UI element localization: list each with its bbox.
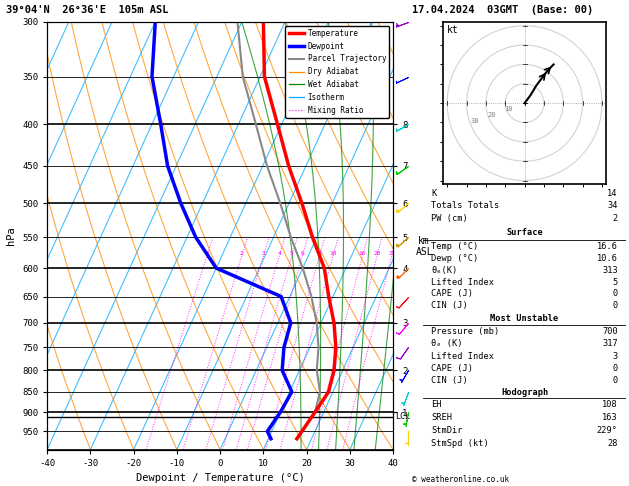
Text: Most Unstable: Most Unstable: [491, 314, 559, 323]
Text: 5: 5: [290, 251, 294, 256]
Text: 16: 16: [359, 251, 366, 256]
Text: CAPE (J): CAPE (J): [431, 364, 474, 373]
Text: StmSpd (kt): StmSpd (kt): [431, 439, 489, 448]
Text: K: K: [431, 189, 437, 198]
Text: 20: 20: [487, 112, 496, 118]
Text: SREH: SREH: [431, 413, 452, 422]
Text: 0: 0: [613, 290, 618, 298]
Y-axis label: hPa: hPa: [6, 226, 16, 245]
Text: θₑ (K): θₑ (K): [431, 339, 463, 348]
Legend: Temperature, Dewpoint, Parcel Trajectory, Dry Adiabat, Wet Adiabat, Isotherm, Mi: Temperature, Dewpoint, Parcel Trajectory…: [286, 26, 389, 118]
Text: © weatheronline.co.uk: © weatheronline.co.uk: [412, 474, 509, 484]
Text: 3: 3: [613, 352, 618, 361]
Text: 10: 10: [329, 251, 337, 256]
Text: StmDir: StmDir: [431, 426, 463, 435]
Text: Dewp (°C): Dewp (°C): [431, 254, 479, 262]
Text: Surface: Surface: [506, 228, 543, 237]
Text: 6: 6: [301, 251, 304, 256]
Text: Totals Totals: Totals Totals: [431, 201, 499, 210]
Text: 5: 5: [613, 278, 618, 287]
Text: 14: 14: [607, 189, 618, 198]
Text: PW (cm): PW (cm): [431, 213, 468, 223]
Text: θₑ(K): θₑ(K): [431, 265, 458, 275]
Text: 3: 3: [262, 251, 265, 256]
Text: 20: 20: [373, 251, 381, 256]
Text: Pressure (mb): Pressure (mb): [431, 327, 499, 336]
Text: 317: 317: [602, 339, 618, 348]
Text: 28: 28: [607, 439, 618, 448]
Text: 229°: 229°: [597, 426, 618, 435]
Text: 16.6: 16.6: [597, 242, 618, 251]
Text: 2: 2: [240, 251, 243, 256]
Text: 0: 0: [613, 301, 618, 311]
Text: 108: 108: [602, 400, 618, 409]
Text: 700: 700: [602, 327, 618, 336]
Text: Lifted Index: Lifted Index: [431, 278, 494, 287]
Text: 1: 1: [205, 251, 209, 256]
Text: 0: 0: [613, 364, 618, 373]
Text: 313: 313: [602, 265, 618, 275]
Text: 25: 25: [388, 251, 396, 256]
Text: Lifted Index: Lifted Index: [431, 352, 494, 361]
Text: CIN (J): CIN (J): [431, 376, 468, 385]
Text: 39°04'N  26°36'E  105m ASL: 39°04'N 26°36'E 105m ASL: [6, 5, 169, 15]
Text: 34: 34: [607, 201, 618, 210]
Text: Temp (°C): Temp (°C): [431, 242, 479, 251]
X-axis label: Dewpoint / Temperature (°C): Dewpoint / Temperature (°C): [136, 473, 304, 483]
Y-axis label: km
ASL: km ASL: [415, 236, 433, 257]
Text: LCL: LCL: [395, 412, 410, 421]
Text: 17.04.2024  03GMT  (Base: 00): 17.04.2024 03GMT (Base: 00): [412, 5, 593, 15]
Text: 0: 0: [613, 376, 618, 385]
Text: 10.6: 10.6: [597, 254, 618, 262]
Text: 30: 30: [471, 118, 479, 123]
Text: kt: kt: [447, 25, 459, 35]
Text: CIN (J): CIN (J): [431, 301, 468, 311]
Text: CAPE (J): CAPE (J): [431, 290, 474, 298]
Text: 2: 2: [613, 213, 618, 223]
Text: 163: 163: [602, 413, 618, 422]
Text: 10: 10: [504, 106, 513, 112]
Text: 4: 4: [277, 251, 281, 256]
Text: 8: 8: [318, 251, 321, 256]
Text: Hodograph: Hodograph: [501, 388, 548, 397]
Text: EH: EH: [431, 400, 442, 409]
